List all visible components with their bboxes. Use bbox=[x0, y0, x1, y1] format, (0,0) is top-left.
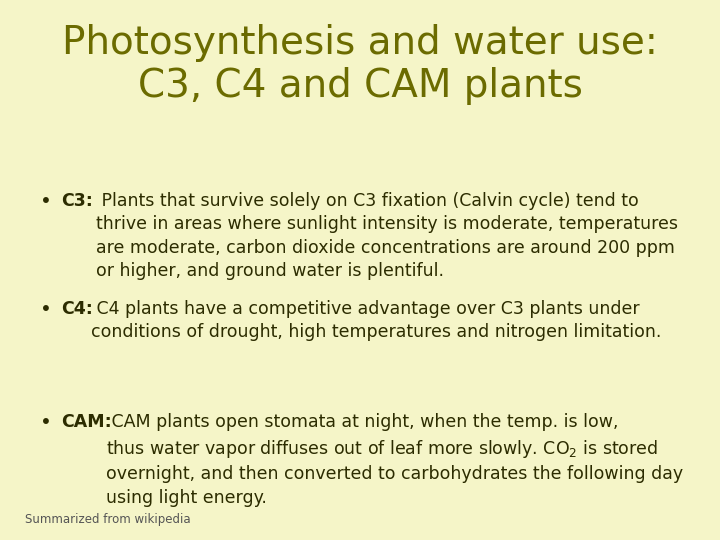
Text: CAM:: CAM: bbox=[61, 413, 112, 431]
Text: C4:: C4: bbox=[61, 300, 93, 318]
Text: C3:: C3: bbox=[61, 192, 93, 210]
Text: •: • bbox=[40, 192, 51, 211]
Text: Photosynthesis and water use:
C3, C4 and CAM plants: Photosynthesis and water use: C3, C4 and… bbox=[62, 24, 658, 105]
Text: C4 plants have a competitive advantage over C3 plants under
conditions of drough: C4 plants have a competitive advantage o… bbox=[91, 300, 662, 341]
Text: Plants that survive solely on C3 fixation (Calvin cycle) tend to
thrive in areas: Plants that survive solely on C3 fixatio… bbox=[96, 192, 678, 280]
Text: CAM plants open stomata at night, when the temp. is low,
thus water vapor diffus: CAM plants open stomata at night, when t… bbox=[106, 413, 683, 507]
Text: •: • bbox=[40, 413, 51, 432]
Text: Summarized from wikipedia: Summarized from wikipedia bbox=[25, 514, 191, 526]
Text: •: • bbox=[40, 300, 51, 319]
